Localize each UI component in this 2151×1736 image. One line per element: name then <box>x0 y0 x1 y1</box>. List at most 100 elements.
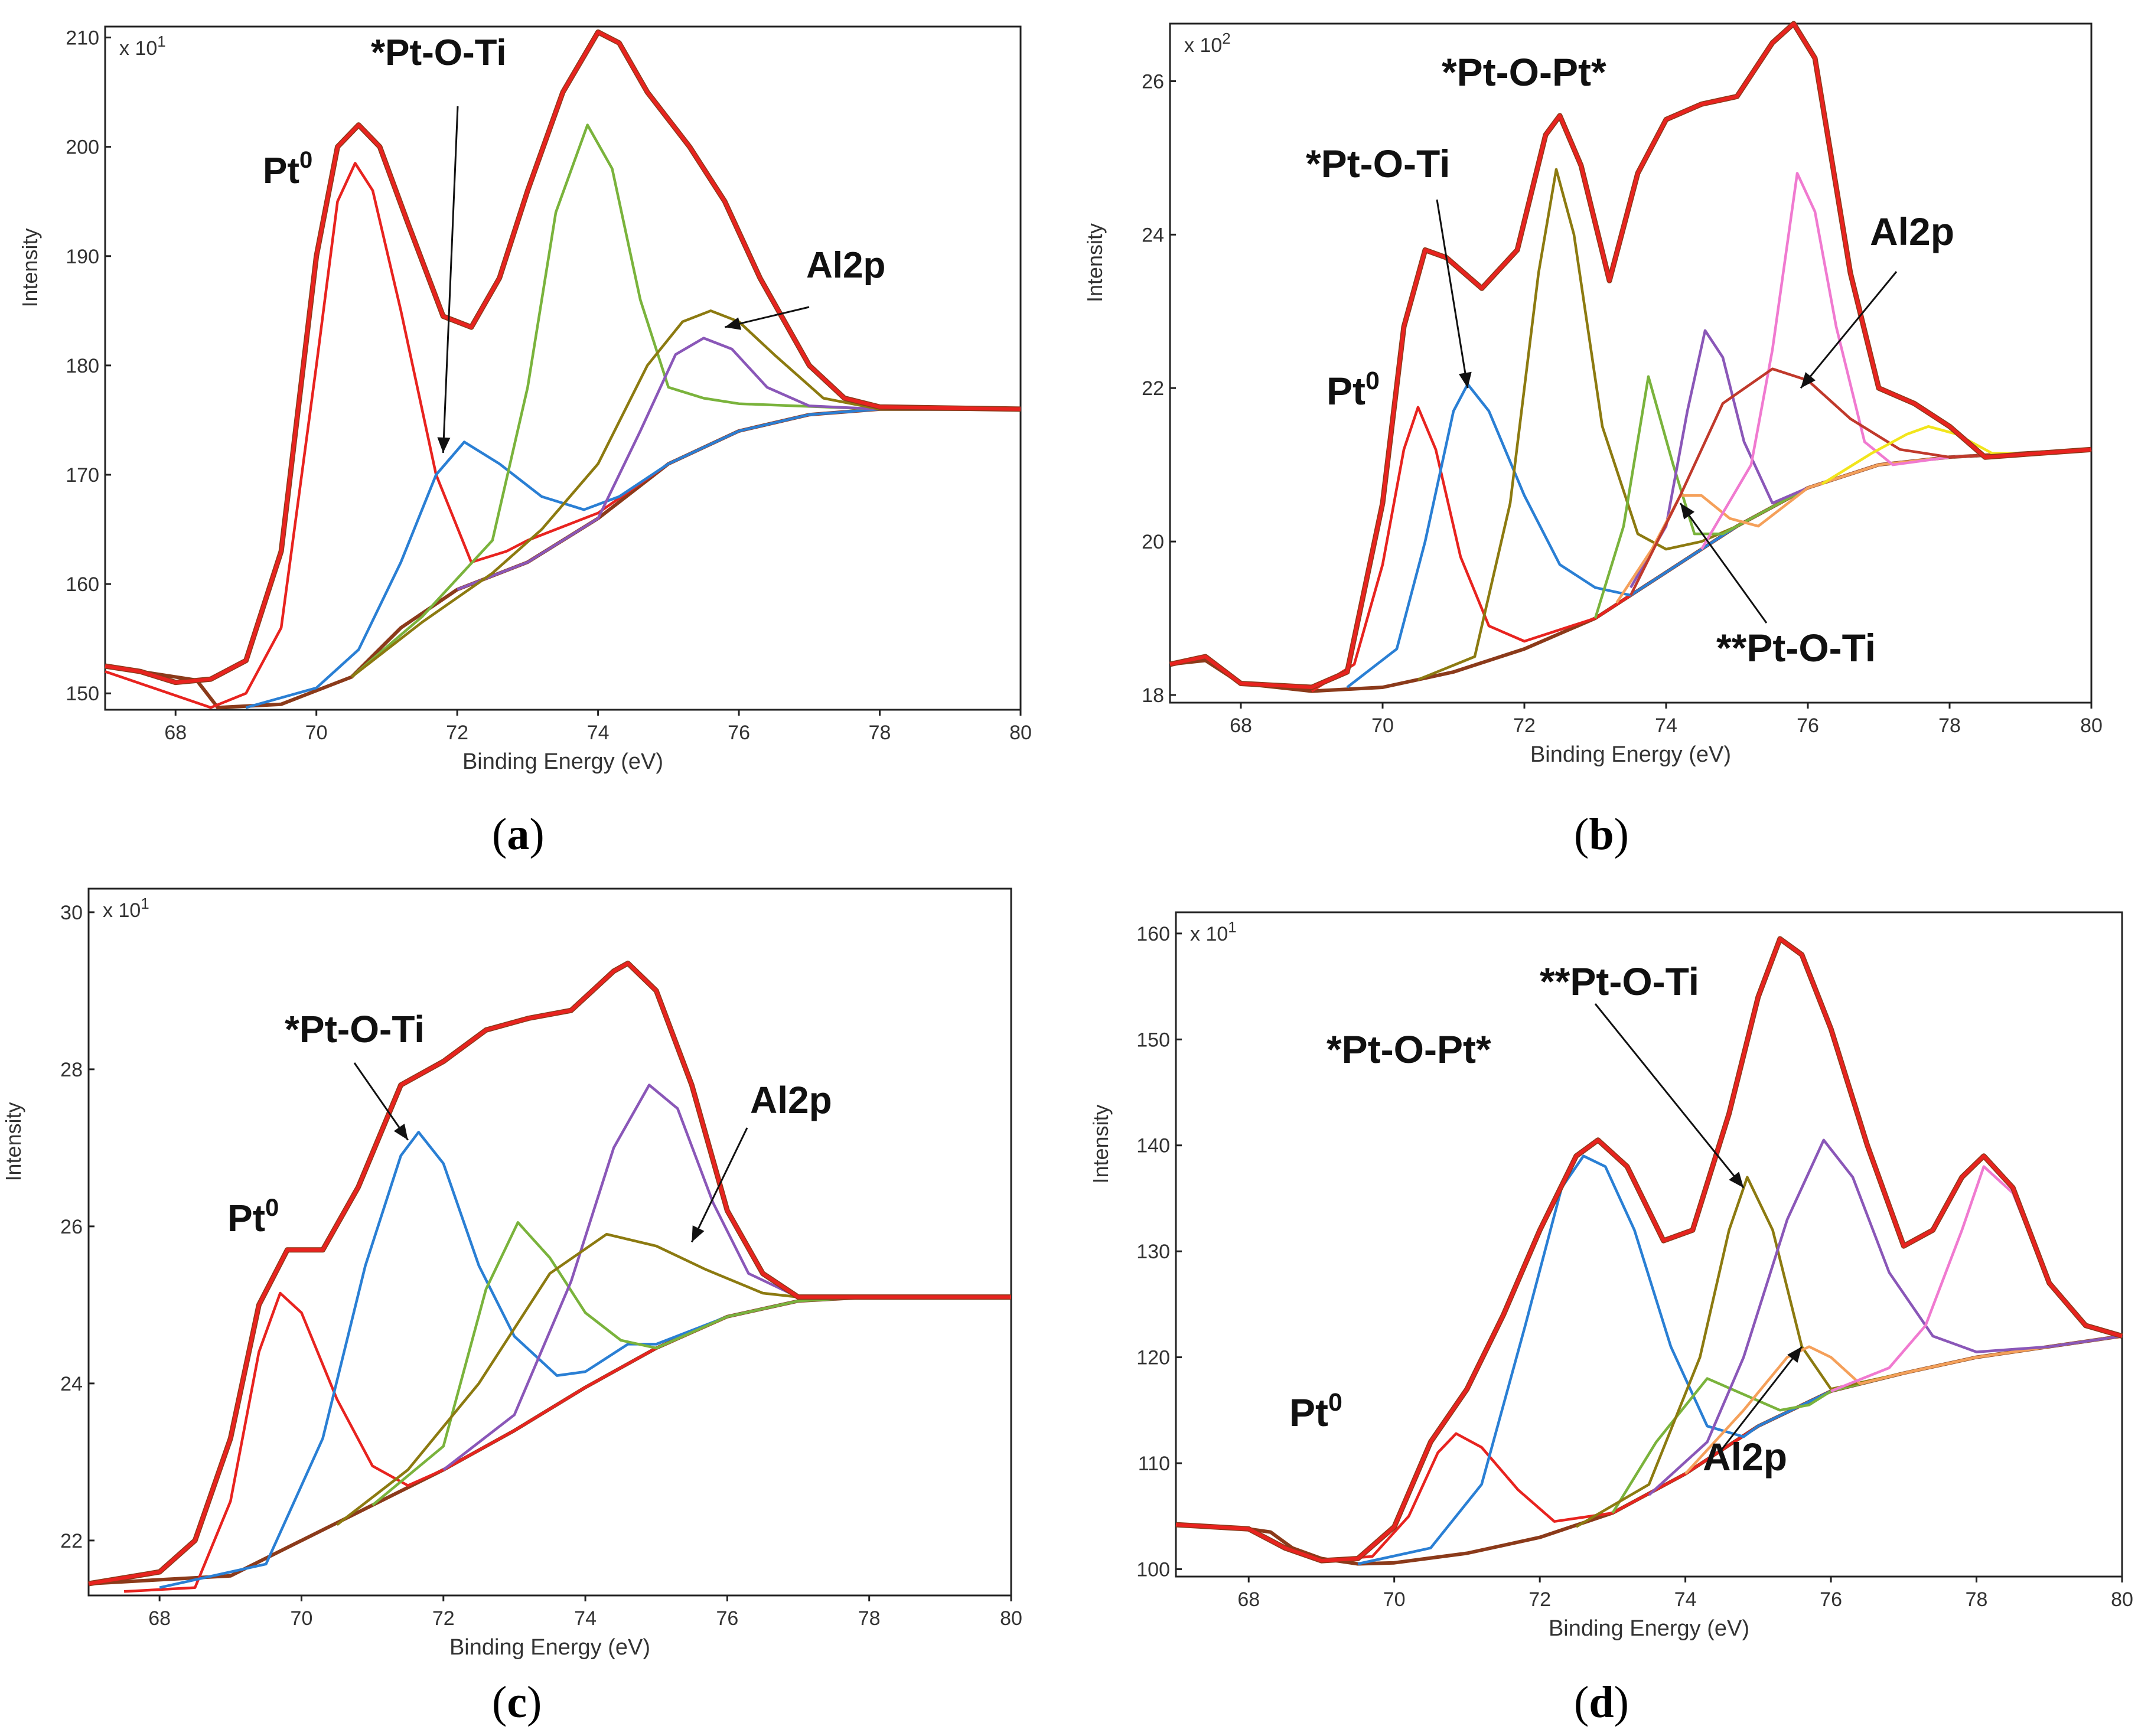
x-tick-label: 74 <box>574 1607 597 1630</box>
component-curve-al2p <box>336 1232 1011 1526</box>
x-tick-label: 80 <box>2080 714 2103 737</box>
y-tick-label: 26 <box>60 1216 83 1238</box>
annotation-arrow-head <box>692 1225 705 1242</box>
y-tick-label: 130 <box>1136 1241 1170 1263</box>
annotation-arrow-line <box>1436 199 1469 389</box>
x-tick-label: 68 <box>148 1607 171 1630</box>
x-tick-label: 74 <box>1655 714 1677 737</box>
caption-d: (d) <box>1574 1678 1629 1727</box>
x-tick-label: 76 <box>716 1607 738 1630</box>
component-curve-component-purple <box>457 337 1021 591</box>
y-tick-label: 110 <box>1138 1453 1170 1475</box>
x-tick-label: 72 <box>432 1607 455 1630</box>
y-tick-label: 210 <box>66 27 99 50</box>
annotation-arrow-line <box>442 106 459 453</box>
y-tick-label: 22 <box>1142 377 1164 400</box>
component-curve-component-yellow <box>1821 425 2020 485</box>
annotation-arrow-line <box>690 1127 748 1243</box>
annotation-al2p: Al2p <box>750 1079 832 1121</box>
y-tick-label: 190 <box>66 246 99 268</box>
annotation-arrow-line <box>353 1062 409 1141</box>
x-tick-label: 78 <box>1966 1588 1988 1611</box>
x-tick-label: 80 <box>1009 722 1032 744</box>
x-axis-label: Binding Energy (eV) <box>449 1635 650 1660</box>
x-axis-label: Binding Energy (eV) <box>1530 742 1731 767</box>
x-axis-label: Binding Energy (eV) <box>1549 1616 1749 1641</box>
x-tick-label: 70 <box>1383 1588 1406 1611</box>
x-tick-label: 72 <box>1513 714 1536 737</box>
annotation-arrow-head <box>1787 1346 1802 1363</box>
annotation-pt-o-ti: **Pt-O-Ti <box>1540 960 1699 1003</box>
component-curve-al2p <box>1684 1334 2123 1475</box>
annotation-pt-o-ti: *Pt-O-Ti <box>285 1008 425 1050</box>
y-scale-factor: x 101 <box>103 895 149 922</box>
annotation-arrow-head <box>1729 1172 1744 1188</box>
annotation-arrow-head <box>393 1123 408 1140</box>
y-tick-label: 24 <box>1142 224 1164 246</box>
annotation-pt-0: Pt0 <box>263 147 312 191</box>
y-tick-label: 100 <box>1136 1558 1170 1581</box>
envelope-fit-curve <box>1169 22 2092 689</box>
y-tick-label: 120 <box>1136 1347 1170 1369</box>
x-tick-label: 72 <box>446 722 468 744</box>
chart-panel-d: 68 70 72 74 76 78 80 100 110 120 130 140 150 160 Bindi… <box>1088 911 2133 1641</box>
plot-frame <box>104 25 1022 711</box>
annotation-pt-0: Pt0 <box>1289 1388 1342 1434</box>
y-scale-factor: x 101 <box>119 32 166 60</box>
annotation-arrow-head <box>1801 372 1816 389</box>
y-axis-label: Intensity <box>1088 1104 1113 1183</box>
y-tick-label: 30 <box>60 902 83 924</box>
x-tick-label: 80 <box>2111 1588 2133 1611</box>
x-tick-label: 68 <box>164 722 187 744</box>
y-tick-label: 160 <box>1136 923 1170 945</box>
component-curve-al2p <box>350 309 1021 678</box>
y-tick-label: 18 <box>1142 684 1164 707</box>
caption-b: (b) <box>1574 810 1629 859</box>
x-tick-label: 80 <box>1000 1607 1022 1630</box>
annotation-arrow-head <box>1458 371 1472 389</box>
x-tick-label: 72 <box>1528 1588 1551 1611</box>
x-tick-label: 78 <box>1938 714 1961 737</box>
y-scale-factor: x 102 <box>1184 30 1231 57</box>
plot-frame <box>1175 911 2123 1578</box>
x-tick-label: 70 <box>305 722 328 744</box>
y-tick-label: 160 <box>66 573 99 596</box>
x-tick-label: 78 <box>869 722 891 744</box>
x-tick-label: 76 <box>1820 1588 1842 1611</box>
component-curve-component-green <box>371 1221 1011 1506</box>
y-tick-label: 170 <box>66 464 99 487</box>
annotation-al2p: Al2p <box>1870 210 1954 253</box>
y-tick-label: 200 <box>66 136 99 159</box>
annotation-pt-o-ti: *Pt-O-Ti <box>371 32 507 73</box>
y-tick-label: 20 <box>1142 531 1164 553</box>
annotation-pt-o-ti: **Pt-O-Ti <box>1716 626 1876 670</box>
y-tick-label: 28 <box>60 1059 83 1081</box>
annotation-al2p: Al2p <box>806 245 885 286</box>
envelope-fit-curve <box>1175 936 2123 1563</box>
x-tick-label: 70 <box>291 1607 313 1630</box>
annotation-pt-o-pt: *Pt-O-Pt* <box>1327 1027 1491 1071</box>
chart-panel-a: 68 70 72 74 76 78 80 150 160 170 180 190 200 210 Bindi… <box>18 25 1032 774</box>
x-tick-label: 76 <box>1797 714 1819 737</box>
annotation-arrow-line <box>1679 502 1768 624</box>
annotation-al2p: Al2p <box>1703 1435 1787 1479</box>
component-curve-component-purple <box>1648 1138 2123 1496</box>
y-tick-label: 150 <box>66 683 99 705</box>
y-tick-label: 180 <box>66 355 99 377</box>
annotation-arrow-head <box>725 317 742 330</box>
x-tick-label: 74 <box>1674 1588 1697 1611</box>
x-tick-label: 78 <box>858 1607 881 1630</box>
x-tick-label: 68 <box>1230 714 1252 737</box>
y-tick-label: 140 <box>1136 1135 1170 1157</box>
annotation-pt-0: Pt0 <box>1327 367 1380 413</box>
x-tick-label: 68 <box>1237 1588 1260 1611</box>
y-tick-label: 22 <box>60 1530 83 1552</box>
plot-frame <box>1169 22 2093 704</box>
annotation-arrow-head <box>1680 503 1695 520</box>
y-tick-label: 26 <box>1142 70 1164 93</box>
annotation-arrow-line <box>1800 271 1898 389</box>
y-tick-label: 150 <box>1136 1029 1170 1051</box>
caption-c: (c) <box>492 1678 542 1727</box>
annotation-arrow-head <box>437 437 451 453</box>
x-tick-label: 76 <box>728 722 750 744</box>
